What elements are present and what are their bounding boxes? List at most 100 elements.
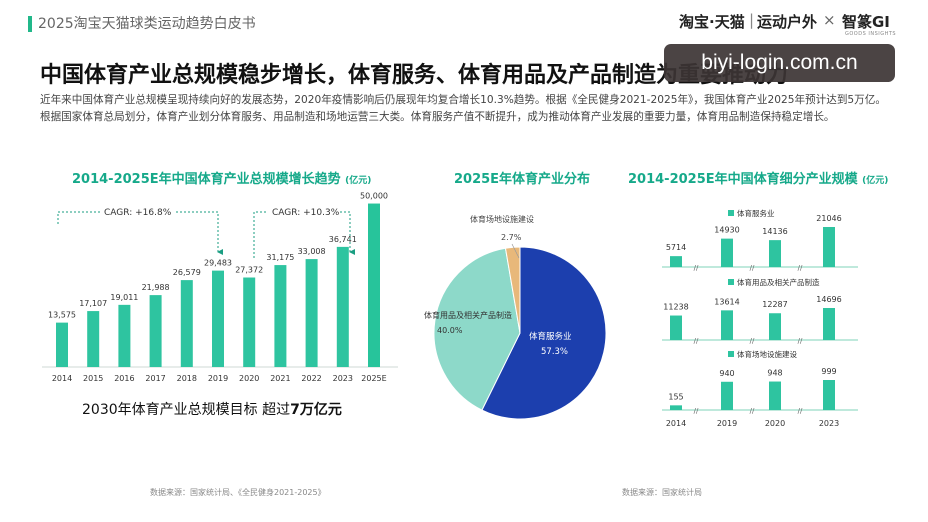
segment-tick-2020: 2020 (765, 419, 785, 428)
segment-legend-marker-2 (728, 351, 734, 357)
segment-value-label-2-2019: 940 (719, 369, 734, 378)
chart3-title: 2014-2025E年中国体育细分产业规模 (亿元) (628, 172, 889, 187)
watermark: biyi-login.com.cn (664, 44, 895, 82)
segment-value-label-1-2020: 12287 (762, 300, 787, 309)
cagr-arrow-1 (176, 211, 223, 255)
cagr-label-1: CAGR: +16.8% (104, 208, 172, 218)
pie-slice-2 (504, 246, 521, 334)
axis-break-icon: // (750, 337, 755, 345)
chart1-tick-2018: 2018 (177, 374, 197, 383)
chart1-tick-2025E: 2025E (361, 374, 386, 383)
segment-bar-1-2019 (721, 310, 733, 340)
segment-tick-2014: 2014 (666, 419, 686, 428)
axis-break-icon: // (694, 264, 699, 272)
chart1-value-label-2023: 36,741 (329, 235, 357, 244)
chart1-value-label-2020: 27,372 (235, 266, 263, 275)
chart1-bar-2014 (56, 322, 68, 367)
chart1-tick-2014: 2014 (52, 374, 72, 383)
cagr-arrow-2 (340, 211, 355, 255)
chart1-bar-2017 (149, 295, 162, 367)
segment-bar-2-2020 (769, 381, 781, 410)
segment-value-label-0-2019: 14930 (714, 226, 739, 235)
chart1-value-label-2019: 29,483 (204, 259, 232, 268)
logo-separator: | (749, 11, 755, 29)
segment-legend-marker-1 (728, 279, 734, 285)
axis-break-icon: // (798, 407, 803, 415)
header-accent-bar (28, 16, 32, 32)
category-label: 运动户外 (757, 13, 818, 31)
segment-legend-1: 体育用品及相关产品制造 (737, 277, 820, 287)
chart1-bar-2016 (118, 304, 131, 367)
axis-break-icon: // (750, 264, 755, 272)
source-left: 数据来源：国家统计局、《全民健身2021-2025》 (150, 488, 326, 497)
collab-x: × (823, 11, 836, 29)
chart1-tick-2019: 2019 (208, 374, 228, 383)
description-text: 近年来中国体育产业总规模呈现持续向好的发展态势，2020年疫情影响后仍展现年均复… (40, 94, 886, 123)
segment-bar-0-2019 (721, 238, 733, 267)
segment-bar-0-2014 (670, 256, 682, 267)
chart1-tick-2016: 2016 (114, 374, 134, 383)
chart1-tick-2021: 2021 (270, 374, 290, 383)
segment-bar-2-2014 (670, 405, 682, 410)
pie-slice-1 (433, 247, 521, 411)
chart1-tick-2017: 2017 (145, 374, 165, 383)
segment-bar-0-2023 (823, 227, 835, 267)
chart2-title: 2025E年体育产业分布 (454, 172, 591, 187)
chart1-value-label-2022: 33,008 (298, 247, 326, 256)
chart1-value-label-2015: 17,107 (79, 299, 107, 308)
chart1-bar-2021 (274, 265, 287, 367)
chart1-value-label-2021: 31,175 (266, 253, 294, 262)
pie-label-venue-value: 2.7% (501, 233, 522, 242)
segment-bar-2-2019 (721, 381, 733, 410)
chart1-value-label-2014: 13,575 (48, 311, 76, 320)
segment-value-label-2-2020: 948 (767, 369, 782, 378)
segment-value-label-0-2014: 5714 (666, 243, 686, 252)
page-title: 中国体育产业总规模稳步增长，体育服务、体育用品及产品制造为重要推动力 (40, 63, 789, 88)
pie-label-venue-name: 体育场地设施建设 (470, 214, 534, 224)
segment-value-label-2-2014: 155 (668, 392, 683, 401)
chart1-bar-2020 (243, 277, 256, 367)
chart1-bar-2022 (305, 259, 318, 367)
chart1-tick-2020: 2020 (239, 374, 259, 383)
source-right: 数据来源：国家统计局 (622, 488, 702, 497)
chart1-value-label-2017: 21,988 (142, 283, 170, 292)
axis-break-icon: // (694, 407, 699, 415)
segment-value-label-1-2014: 11238 (663, 303, 688, 312)
segment-legend-marker-0 (728, 210, 734, 216)
cagr-label-2: CAGR: +10.3% (272, 208, 340, 218)
segment-value-label-1-2019: 13614 (714, 297, 739, 306)
chart1-value-label-2025E: 50,000 (360, 192, 388, 201)
chart1-bar-2025E (368, 203, 380, 367)
chart1-tick-2022: 2022 (301, 374, 321, 383)
chart1-title: 2014-2025E年中国体育产业总规模增长趋势 (亿元) (72, 172, 372, 187)
chart1-bar-2015 (87, 311, 100, 367)
segment-value-label-0-2023: 21046 (816, 214, 841, 223)
segment-tick-2023: 2023 (819, 419, 839, 428)
segment-value-label-0-2020: 14136 (762, 227, 787, 236)
report-title: 2025淘宝天猫球类运动趋势白皮书 (38, 16, 256, 32)
chart1-bar-2019 (212, 270, 224, 367)
segment-bar-2-2023 (823, 380, 835, 410)
segment-bar-1-2020 (769, 313, 781, 340)
axis-break-icon: // (798, 337, 803, 345)
pie-slice-0 (481, 246, 607, 420)
axis-break-icon: // (798, 264, 803, 272)
segment-tick-2019: 2019 (717, 419, 737, 428)
pie-label-service-name: 体育服务业 (529, 331, 572, 342)
chart1-value-label-2018: 26,579 (173, 268, 201, 277)
segment-value-label-1-2023: 14696 (816, 295, 841, 304)
axis-break-icon: // (750, 407, 755, 415)
zhimeng-logo: 智篆GI (842, 13, 890, 31)
segment-bar-1-2023 (823, 308, 835, 340)
pie-label-goods-name: 体育用品及相关产品制造 (424, 310, 512, 320)
segment-bar-0-2020 (769, 240, 781, 267)
pie-label-goods-value: 40.0% (437, 326, 463, 335)
target-statement: 2030年体育产业总规模目标 超过7万亿元 (82, 402, 342, 418)
chart1-bar-2018 (180, 280, 193, 367)
cagr-bracket-1-left (57, 211, 100, 224)
pie-leader-venue (511, 243, 520, 259)
cagr-bracket-2-left (253, 211, 268, 258)
axis-break-icon: // (694, 337, 699, 345)
tmall-logo: 淘宝·天猫 (679, 13, 745, 31)
chart1-bar-2023 (336, 246, 349, 367)
